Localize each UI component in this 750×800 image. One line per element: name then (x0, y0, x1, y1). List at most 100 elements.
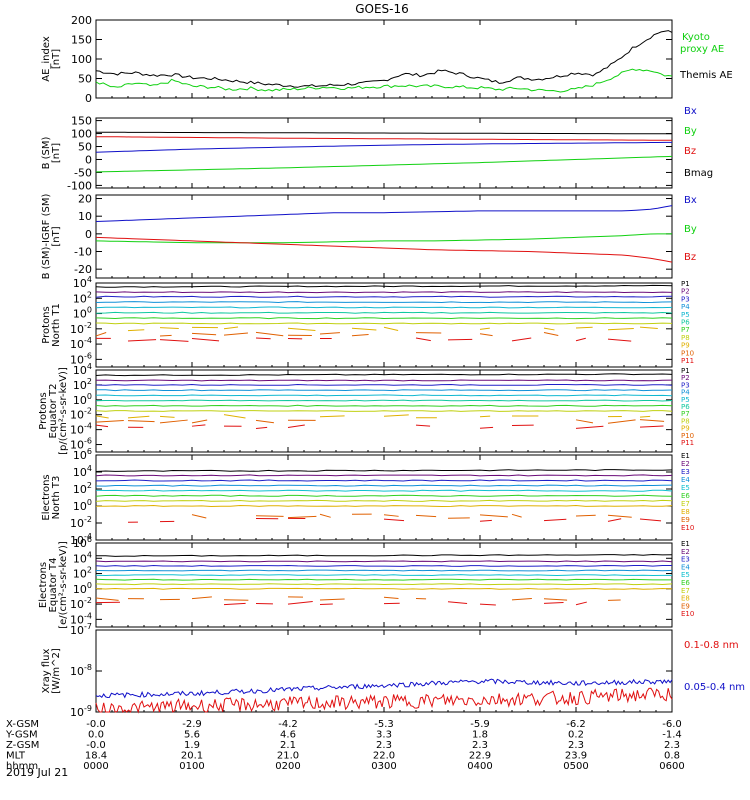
y-axis-title: [W/m^2] (51, 648, 62, 694)
series-line (95, 317, 673, 320)
legend-entry: E10 (681, 524, 694, 532)
series-line (95, 479, 673, 482)
panel-frame (95, 117, 673, 189)
series-line (95, 295, 673, 298)
y-tick-label: 0 (85, 153, 92, 166)
y-tick-label: 0 (85, 228, 92, 241)
legend-entry: By (684, 224, 697, 235)
y-axis-title: AE_index (41, 36, 52, 82)
y-tick-label: 0 (85, 92, 92, 105)
x-row-value: -0.0 (86, 719, 106, 730)
x-row-value: -5.3 (374, 719, 394, 730)
series-segment (319, 332, 340, 335)
series-line (95, 489, 673, 492)
series-line (95, 410, 673, 412)
series-segment (575, 326, 593, 329)
series-line (95, 284, 673, 288)
legend-entry: E4 (681, 476, 690, 484)
legend-entry: P10 (681, 349, 694, 357)
series-segment (607, 327, 634, 331)
y-tick-label: 104 (73, 362, 92, 377)
y-axis-title: [nT] (51, 143, 62, 163)
series-segment (127, 339, 157, 342)
series-segment (127, 420, 155, 423)
series-line (95, 404, 673, 407)
legend-entry: E6 (681, 579, 690, 587)
series-segment (479, 514, 508, 518)
series-segment (319, 598, 345, 601)
y-tick-label: 10-8 (70, 663, 92, 678)
panel-frame (95, 629, 673, 713)
series-line (95, 322, 673, 325)
legend-entry: E5 (681, 484, 690, 492)
series-segment (159, 327, 179, 330)
x-axis-ephemeris: X-GSM -0.0 -2.9 -4.2 -5.3 -5.9 -6.2 -6.0 Y-GSM 0.… (5, 719, 685, 772)
legend-entry: Themis AE (679, 70, 733, 81)
x-row-value: 0.2 (568, 730, 584, 741)
series-line (95, 564, 672, 567)
legend-entry: P3 (681, 381, 690, 389)
panel-frame (95, 454, 673, 541)
y-axis-title: Xray flux (41, 649, 52, 694)
series-segment (479, 519, 492, 522)
series-segment (511, 337, 532, 342)
x-row-label: X-GSM (6, 719, 39, 730)
x-row-value: 1.9 (184, 740, 200, 751)
x-row-value: 0500 (563, 761, 588, 772)
series-segment (319, 513, 331, 518)
y-tick-label: 50 (78, 141, 92, 154)
series-segment (351, 327, 377, 331)
y-tick-label: 102 (73, 481, 92, 496)
y-axis-title: [e/(cm²-s-sr-keV)] (58, 541, 69, 629)
y-axis-title: Protons (38, 392, 49, 429)
x-row-value: -1.4 (662, 730, 682, 741)
series-segment (479, 415, 491, 418)
legend-entry: E7 (681, 500, 690, 508)
series-segment (415, 424, 431, 427)
y-tick-label: 100 (73, 306, 92, 321)
legend-entry: E4 (681, 563, 690, 571)
legend-entry: P9 (681, 342, 690, 350)
x-row-value: 2.3 (568, 740, 584, 751)
y-axis-title: [nT] (51, 49, 62, 69)
legend-entry: P1 (681, 367, 690, 375)
series-line (95, 678, 673, 699)
y-tick-label: 100 (73, 392, 92, 407)
y-tick-label: -50 (74, 166, 92, 179)
y-axis-title: [nT] (51, 226, 62, 246)
y-axis-title: Electrons (38, 562, 49, 608)
x-row-value: 21.0 (277, 751, 299, 762)
x-row-value: -5.9 (470, 719, 490, 730)
y-tick-label: 10-2 (70, 407, 92, 422)
series-segment (639, 518, 662, 522)
series-segment (447, 338, 473, 341)
series-line (95, 236, 673, 263)
x-row-value: 2.3 (472, 740, 488, 751)
y-axis-title: North T1 (51, 303, 62, 347)
series-line (95, 587, 673, 590)
legend-entry: P4 (681, 303, 690, 311)
y-axis-title: B (SM)-IGRF (SM) (41, 194, 52, 280)
series-line (95, 569, 673, 572)
series-line (95, 560, 673, 563)
series-segment (351, 333, 369, 337)
y-tick-label: 104 (73, 275, 92, 290)
series-segment (575, 337, 586, 342)
series-segment (95, 332, 107, 337)
series-segment (319, 415, 345, 418)
series-segment (223, 602, 246, 606)
y-tick-label: 10-4 (70, 532, 92, 547)
series-segment (639, 326, 658, 330)
date-label: 2019 Jul 21 (6, 766, 68, 779)
series-segment (159, 419, 188, 424)
y-tick-label: 100 (71, 128, 92, 141)
y-axis-title: Equator T4 (48, 558, 59, 613)
series-segment (543, 518, 567, 522)
y-axis-title: Protons (41, 306, 52, 343)
series-line (95, 141, 672, 153)
x-row-label: hhmm (6, 761, 38, 772)
y-tick-label: 10-7 (70, 622, 92, 637)
